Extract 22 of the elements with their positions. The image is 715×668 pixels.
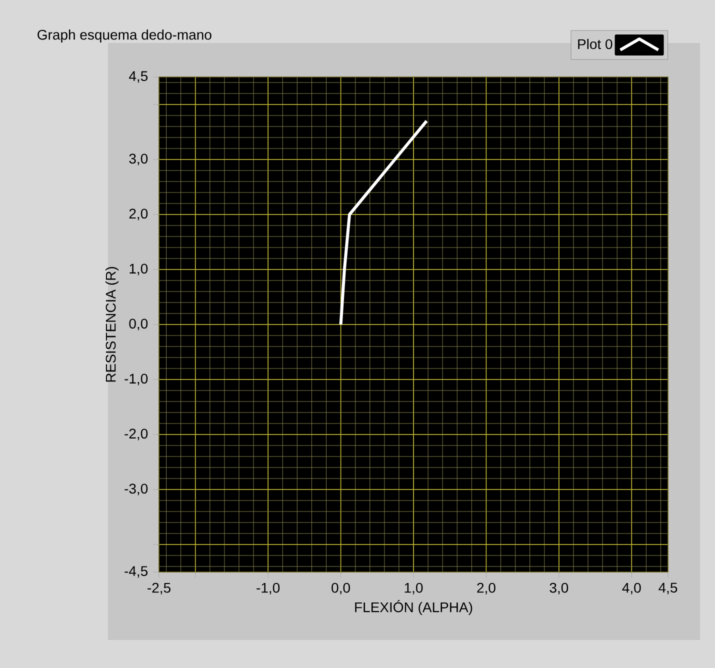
- y-tick-label: 1,0: [130, 264, 148, 276]
- x-tick-label: 4,0: [622, 582, 641, 594]
- y-tick-label: -1,0: [124, 374, 148, 386]
- y-tick-label: 0,0: [129, 318, 148, 330]
- y-tick-label: 3,0: [129, 154, 148, 166]
- y-tick-label: -3,0: [124, 484, 148, 496]
- y-tick-label: 2,0: [129, 208, 148, 220]
- y-tick-label: -4,5: [124, 566, 148, 578]
- x-tick-label: 0,0: [332, 582, 350, 594]
- legend-label: Plot 0: [578, 38, 612, 50]
- y-axis-title: RESISTENCIA (R): [105, 267, 118, 382]
- x-tick-label: -1,0: [256, 582, 280, 594]
- x-tick-label: -2,5: [148, 582, 170, 594]
- y-tick-label: -2,0: [124, 428, 148, 440]
- x-tick-label: 2,0: [477, 582, 496, 594]
- chart-title: Graph esquema dedo-mano: [38, 29, 212, 43]
- x-tick-label: 1,0: [404, 582, 423, 594]
- x-tick-label: 3,0: [550, 582, 568, 594]
- x-tick-label: 4,5: [658, 582, 678, 594]
- y-tick-label: 4,5: [129, 71, 148, 83]
- line-series: [339, 119, 428, 326]
- x-axis-title: FLEXIÓN (ALPHA): [355, 600, 472, 615]
